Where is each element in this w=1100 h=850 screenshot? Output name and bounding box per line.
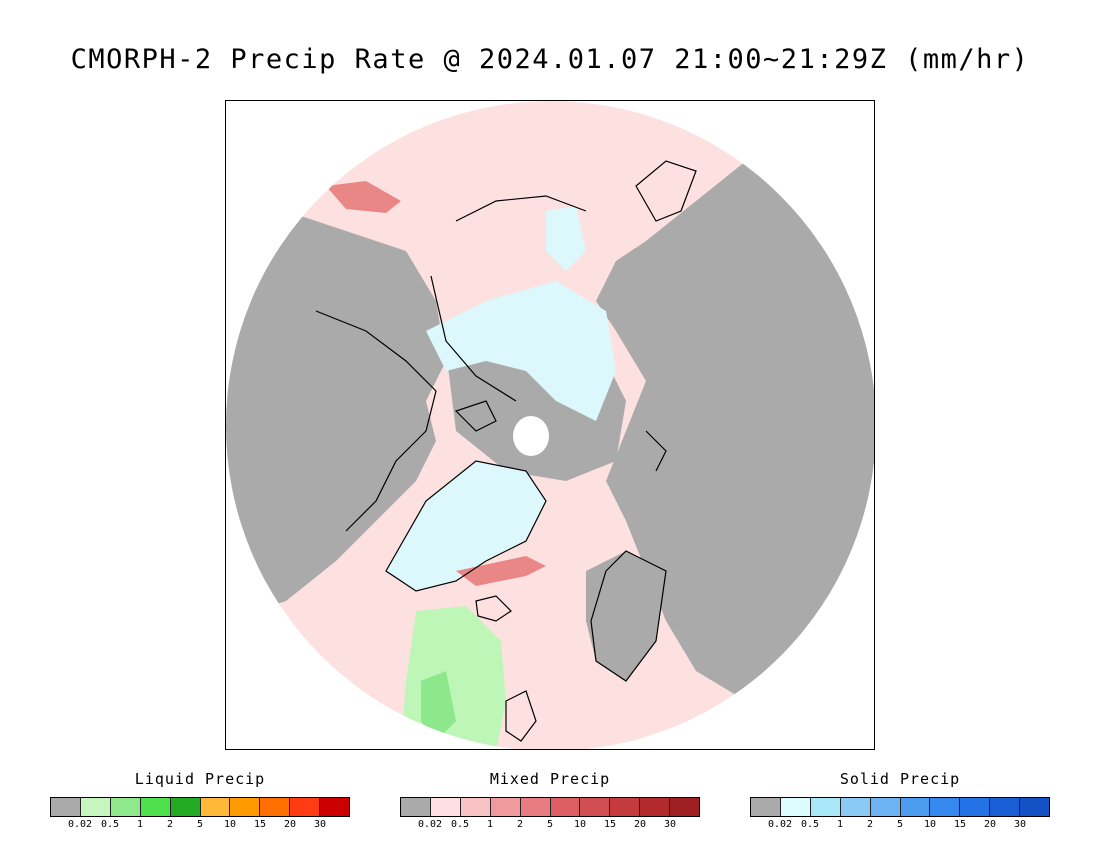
legend-swatch	[110, 798, 141, 816]
atlantic-liquid-mid	[421, 671, 456, 741]
color-swatches	[750, 797, 1050, 817]
landmass-scandinavia	[586, 551, 666, 681]
legend-swatch	[260, 798, 291, 816]
legend-swatch	[170, 798, 201, 816]
legend-swatch	[490, 798, 521, 816]
color-swatches	[400, 797, 700, 817]
legend-tick-label: 0.02	[767, 819, 793, 830]
legend-swatch	[610, 798, 641, 816]
legend-swatch	[751, 798, 781, 816]
legend-tick-label: 0.5	[800, 819, 820, 830]
legend-mixed-precip: Mixed Precip 0.02 0.5 1 2 5 10 15 20 30	[400, 770, 700, 833]
legend-swatch	[80, 798, 111, 816]
landmass-north-america	[226, 211, 446, 621]
legend-swatch	[290, 798, 321, 816]
color-swatches	[50, 797, 350, 817]
legend-swatch	[930, 798, 961, 816]
legend-tick-label: 15	[953, 819, 967, 830]
legend-swatch	[230, 798, 261, 816]
map-panel[interactable]	[225, 100, 875, 750]
legend-swatch	[200, 798, 231, 816]
alaska-solid-precip	[546, 206, 586, 271]
legend-tick-label: 20	[633, 819, 647, 830]
legend-tick-label: 5	[196, 819, 204, 830]
legend-swatch	[900, 798, 931, 816]
legend-tick-label: 0.5	[450, 819, 470, 830]
legend-tick-label: 0.02	[67, 819, 93, 830]
legend-swatch	[520, 798, 551, 816]
pole-hole	[513, 416, 549, 456]
legend-swatch	[580, 798, 611, 816]
legend-swatch	[550, 798, 581, 816]
polar-precip-map	[226, 101, 874, 749]
legend-tick-label: 30	[1013, 819, 1027, 830]
legend-swatch	[51, 798, 81, 816]
legend-swatch	[401, 798, 431, 816]
legend-swatch	[1020, 798, 1050, 816]
legend-liquid-precip: Liquid Precip 0.02 0.5 1 2 5 10 15 20 30	[50, 770, 350, 833]
legend-swatch	[810, 798, 841, 816]
legend-solid-precip: Solid Precip 0.02 0.5 1 2 5 10 15 20 30	[750, 770, 1050, 833]
tick-labels: 0.02 0.5 1 2 5 10 15 20 30	[750, 819, 1050, 833]
legend-tick-label: 20	[983, 819, 997, 830]
legend-swatch	[990, 798, 1021, 816]
legend-swatch	[840, 798, 871, 816]
legend-tick-label: 20	[283, 819, 297, 830]
legend-tick-label: 1	[486, 819, 494, 830]
legend-tick-label: 2	[516, 819, 524, 830]
pacific-mixed-streak	[326, 181, 401, 213]
legend-swatch	[960, 798, 991, 816]
legend-tick-label: 2	[866, 819, 874, 830]
legend-swatch	[320, 798, 350, 816]
legend-title: Mixed Precip	[489, 770, 611, 788]
coastlines	[315, 160, 697, 742]
legend-swatch	[640, 798, 671, 816]
legend-swatch	[780, 798, 811, 816]
legend-tick-label: 30	[313, 819, 327, 830]
landmass-eurasia	[596, 141, 874, 749]
arctic-solid-precip	[426, 281, 616, 421]
legend-swatch	[670, 798, 700, 816]
legend-tick-label: 1	[836, 819, 844, 830]
atlantic-mixed-streak	[456, 556, 546, 586]
legend-tick-label: 0.5	[100, 819, 120, 830]
legend-tick-label: 15	[603, 819, 617, 830]
legend-swatch	[460, 798, 491, 816]
legend-tick-label: 5	[896, 819, 904, 830]
legend-tick-label: 15	[253, 819, 267, 830]
legend-swatch	[870, 798, 901, 816]
map-title: CMORPH-2 Precip Rate @ 2024.01.07 21:00~…	[70, 44, 1030, 75]
greenland-solid-precip	[386, 461, 546, 591]
legend-tick-label: 2	[166, 819, 174, 830]
legend-title: Solid Precip	[839, 770, 961, 788]
legend-swatch	[140, 798, 171, 816]
legend-tick-label: 0.02	[417, 819, 443, 830]
legend-tick-label: 30	[663, 819, 677, 830]
tick-labels: 0.02 0.5 1 2 5 10 15 20 30	[400, 819, 700, 833]
legend-swatch	[430, 798, 461, 816]
legend-tick-label: 5	[546, 819, 554, 830]
legend-tick-label: 10	[573, 819, 587, 830]
legend-title: Liquid Precip	[134, 770, 266, 788]
legend-tick-label: 10	[923, 819, 937, 830]
legend-tick-label: 10	[223, 819, 237, 830]
legend-tick-label: 1	[136, 819, 144, 830]
tick-labels: 0.02 0.5 1 2 5 10 15 20 30	[50, 819, 350, 833]
